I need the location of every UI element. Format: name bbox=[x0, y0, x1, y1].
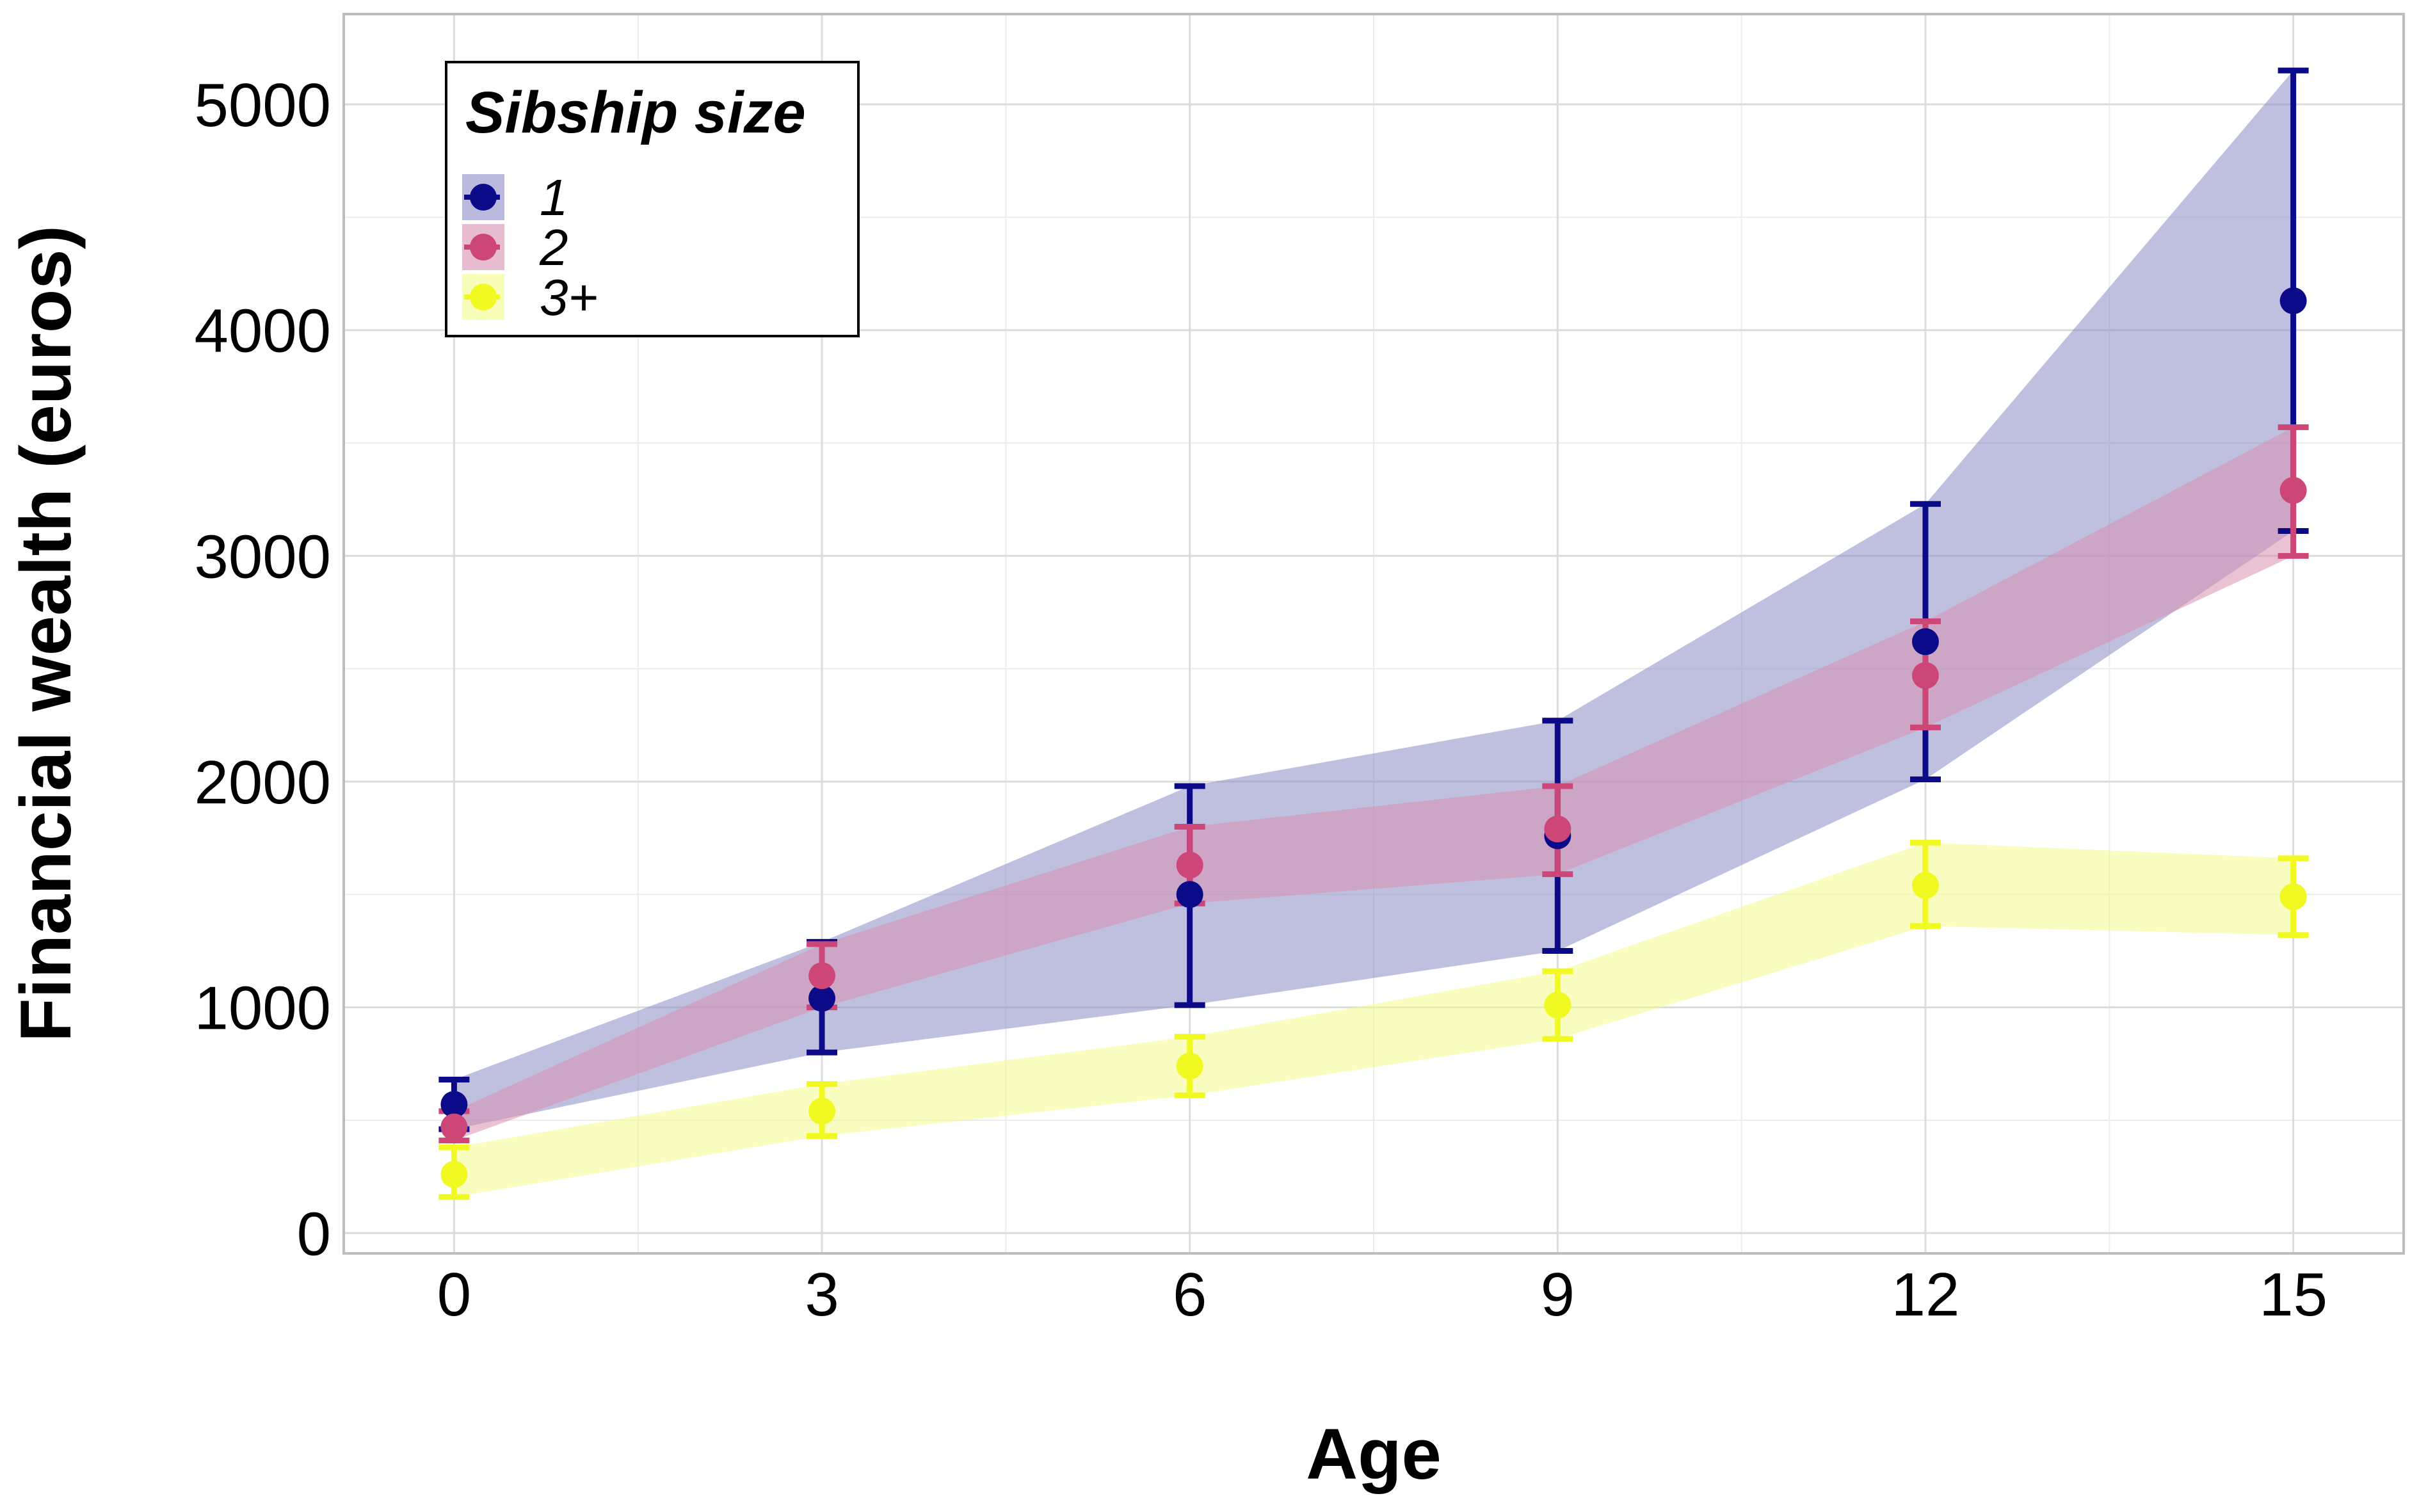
x-tick-label: 6 bbox=[1173, 1260, 1207, 1329]
legend-key-point-2 bbox=[470, 234, 497, 261]
legend-title: Sibship size bbox=[465, 80, 806, 145]
x-axis-title: Age bbox=[1306, 1414, 1442, 1494]
y-tick-label: 0 bbox=[297, 1200, 331, 1268]
legend-key-point-1 bbox=[470, 184, 497, 211]
x-tick-label: 9 bbox=[1541, 1260, 1575, 1329]
point-series-1 bbox=[440, 1091, 468, 1118]
point-series-3+ bbox=[440, 1161, 468, 1188]
plot-panel-border bbox=[342, 13, 2405, 1255]
point-series-3+ bbox=[1911, 872, 1939, 899]
point-series-3+ bbox=[808, 1097, 836, 1125]
y-tick-label: 1000 bbox=[194, 974, 331, 1043]
point-series-2 bbox=[440, 1113, 468, 1141]
point-series-3+ bbox=[2279, 883, 2307, 910]
legend: Sibship size 123+ bbox=[445, 61, 860, 337]
point-series-1 bbox=[2279, 287, 2307, 314]
point-series-2 bbox=[1176, 851, 1203, 879]
point-series-2 bbox=[808, 962, 836, 990]
y-tick-label: 5000 bbox=[194, 71, 331, 140]
band-series-3+ bbox=[454, 842, 2294, 1197]
y-tick-label: 2000 bbox=[194, 748, 331, 817]
x-tick-label: 3 bbox=[805, 1260, 839, 1329]
x-tick-label: 15 bbox=[2259, 1260, 2327, 1329]
x-tick-label: 12 bbox=[1892, 1260, 1960, 1329]
y-axis-ticks: 0 1000 2000 3000 4000 5000 bbox=[194, 71, 331, 1268]
legend-label-3+: 3+ bbox=[540, 269, 598, 326]
legend-key-point-3+ bbox=[470, 284, 497, 310]
point-series-2 bbox=[1544, 816, 1571, 843]
point-series-1 bbox=[1176, 881, 1203, 908]
point-series-1 bbox=[808, 985, 836, 1012]
legend-label-2: 2 bbox=[539, 219, 568, 276]
y-tick-label: 4000 bbox=[194, 297, 331, 366]
y-axis-title: Financial wealth (euros) bbox=[6, 225, 86, 1042]
band-series-2 bbox=[454, 427, 2294, 1141]
point-series-2 bbox=[1911, 662, 1939, 689]
legend-label-1: 1 bbox=[540, 169, 568, 226]
legend-items: 123+ bbox=[462, 169, 598, 326]
legend-box bbox=[445, 61, 860, 337]
y-tick-label: 3000 bbox=[194, 522, 331, 591]
x-tick-label: 0 bbox=[437, 1260, 471, 1329]
point-series-2 bbox=[2279, 477, 2307, 504]
x-axis-ticks: 0 3 6 9 12 15 bbox=[437, 1260, 2327, 1329]
point-series-3+ bbox=[1176, 1052, 1203, 1080]
point-series-1 bbox=[1911, 628, 1939, 655]
point-series-3+ bbox=[1544, 992, 1571, 1019]
data-points bbox=[440, 287, 2307, 1188]
